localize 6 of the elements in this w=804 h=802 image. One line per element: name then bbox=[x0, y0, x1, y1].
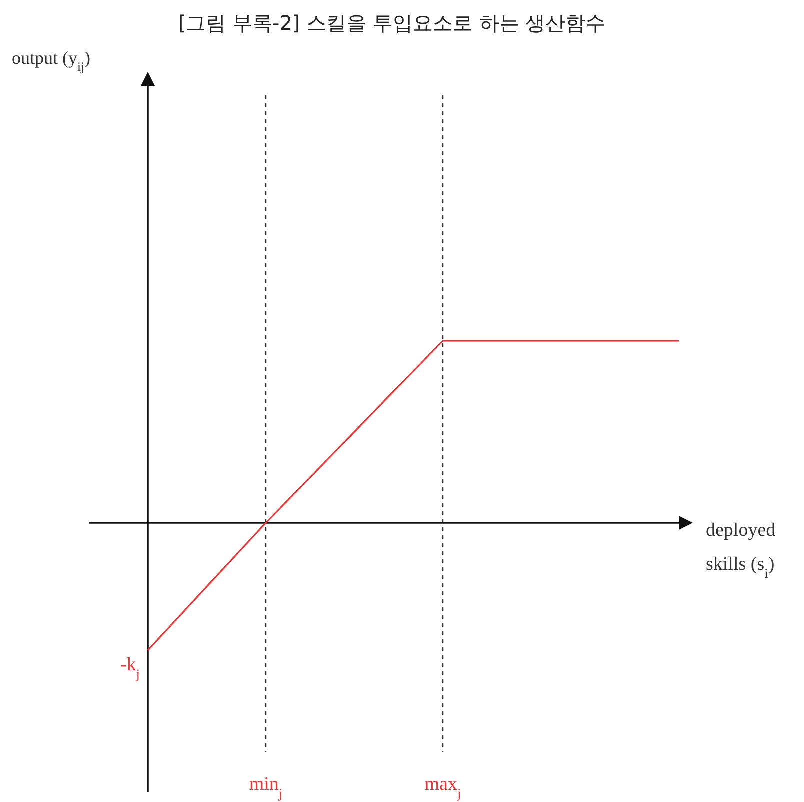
text: -k$_{j}$ bbox=[120, 654, 140, 681]
text: output (y$_{ij}$) bbox=[12, 48, 90, 74]
x-tick-label: max$_{j}$ bbox=[424, 774, 462, 800]
x-axis-title: deployed skills (s$_{i}$) bbox=[706, 520, 776, 580]
chart-title: [그림 부록-2] 스킬을 투입요소로 하는 생산함수 bbox=[178, 11, 606, 35]
x-tick-label: min$_{j}$ bbox=[249, 774, 283, 800]
